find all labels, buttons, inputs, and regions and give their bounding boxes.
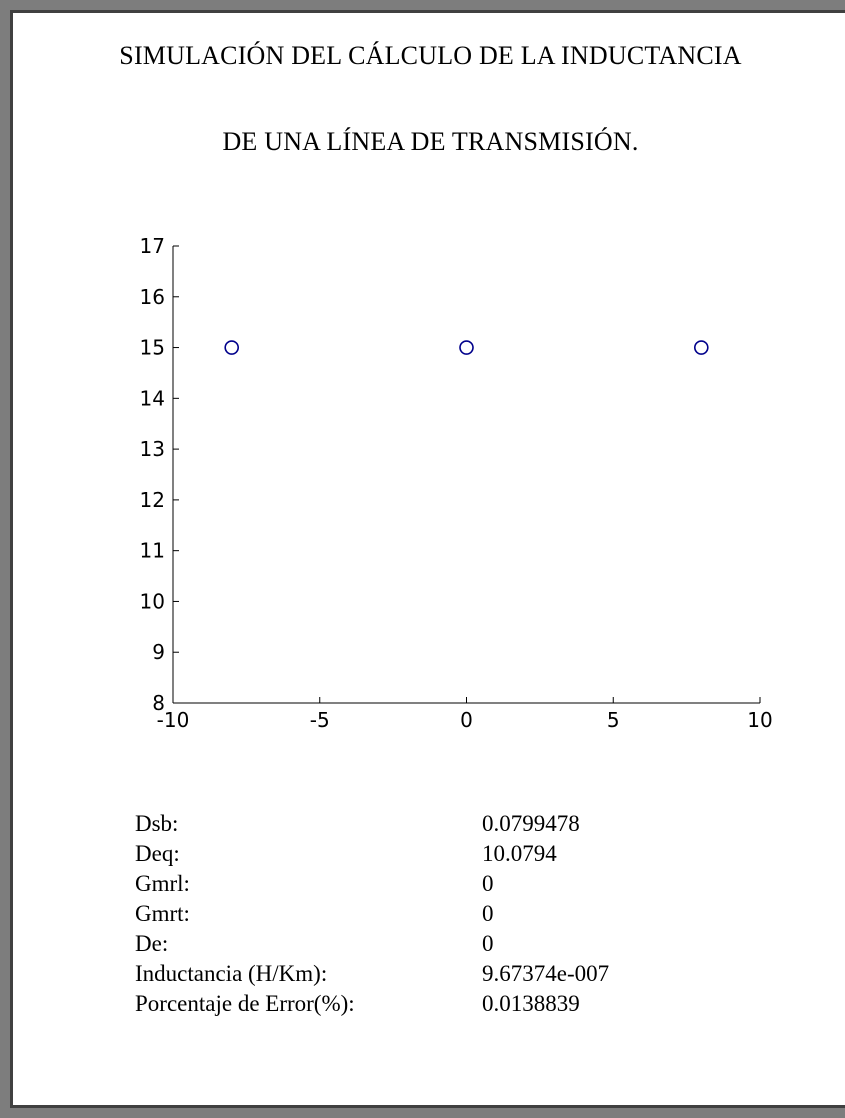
figure-panel: SIMULACIÓN DEL CÁLCULO DE LA INDUCTANCIA…	[10, 10, 845, 1108]
result-row-inductancia: Inductancia (H/Km): 9.67374e-007	[135, 959, 609, 989]
result-value: 9.67374e-007	[482, 961, 610, 986]
y-tick-label: 15	[140, 336, 165, 360]
title-line-1: SIMULACIÓN DEL CÁLCULO DE LA INDUCTANCIA	[119, 41, 742, 70]
result-value: 0	[482, 901, 494, 926]
y-tick-label: 11	[140, 539, 165, 563]
result-label: Inductancia (H/Km):	[135, 961, 328, 986]
result-value: 10.0794	[482, 841, 557, 866]
result-row-gmrl: Gmrl: 0	[135, 869, 609, 899]
scatter-plot: 8 9 10 11 12 13 14 15 16 17 -10 -5 0 5 10	[140, 234, 773, 732]
result-label: Dsb:	[135, 811, 179, 836]
tick-labels: 8 9 10 11 12 13 14 15 16 17 -10 -5 0 5 10	[140, 234, 773, 732]
result-row-dsb: Dsb: 0.0799478	[135, 809, 609, 839]
result-row-gmrt: Gmrt: 0	[135, 899, 609, 929]
y-tick-label: 17	[140, 234, 165, 258]
x-tick-label: 5	[607, 708, 620, 732]
title-line-2: DE UNA LÍNEA DE TRANSMISIÓN.	[222, 127, 639, 156]
result-row-deq: Deq: 10.0794	[135, 839, 609, 869]
result-label: Gmrl:	[135, 871, 190, 896]
x-tick-label: 0	[460, 708, 473, 732]
result-value: 0.0799478	[482, 811, 580, 836]
y-tick-label: 12	[140, 488, 165, 512]
result-label: Gmrt:	[135, 901, 190, 926]
y-tick-label: 8	[152, 691, 165, 715]
result-value: 0	[482, 931, 494, 956]
result-value: 0	[482, 871, 494, 896]
data-point	[224, 340, 239, 355]
result-label: Deq:	[135, 841, 180, 866]
result-label: Porcentaje de Error(%):	[135, 991, 355, 1016]
y-tick-label: 14	[140, 386, 165, 410]
y-tick-label: 10	[140, 589, 165, 613]
y-tick-label: 13	[140, 437, 165, 461]
data-point	[693, 340, 709, 355]
x-tick-label: -5	[310, 708, 330, 732]
result-row-error: Porcentaje de Error(%): 0.0138839	[135, 989, 609, 1019]
x-tick-label: -10	[157, 708, 190, 732]
result-label: De:	[135, 931, 169, 956]
tick-marks	[172, 245, 761, 704]
data-points	[224, 340, 709, 355]
results-table: Dsb: 0.0799478 Deq: 10.0794 Gmrl: 0 Gmrt: 0 …	[135, 809, 609, 1019]
y-tick-label: 16	[140, 285, 165, 309]
x-tick-label: 10	[747, 708, 772, 732]
result-value: 0.0138839	[482, 991, 580, 1016]
data-point	[459, 340, 474, 355]
result-row-de: De: 0	[135, 929, 609, 959]
plot-axes	[172, 246, 760, 704]
y-tick-label: 9	[152, 640, 165, 664]
